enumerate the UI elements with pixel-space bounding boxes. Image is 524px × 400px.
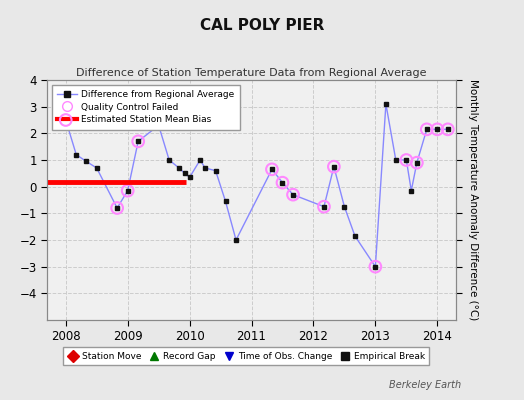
Point xyxy=(422,126,431,132)
Point xyxy=(371,264,379,270)
Text: Berkeley Earth: Berkeley Earth xyxy=(389,380,461,390)
Legend: Station Move, Record Gap, Time of Obs. Change, Empirical Break: Station Move, Record Gap, Time of Obs. C… xyxy=(63,348,429,366)
Point xyxy=(134,138,143,144)
Point xyxy=(413,160,421,166)
Point xyxy=(278,180,287,186)
Title: Difference of Station Temperature Data from Regional Average: Difference of Station Temperature Data f… xyxy=(77,68,427,78)
Point xyxy=(402,157,410,163)
Point xyxy=(61,117,70,123)
Point xyxy=(444,126,452,132)
Point xyxy=(320,204,328,210)
Legend: Difference from Regional Average, Quality Control Failed, Estimated Station Mean: Difference from Regional Average, Qualit… xyxy=(52,84,240,130)
Y-axis label: Monthly Temperature Anomaly Difference (°C): Monthly Temperature Anomaly Difference (… xyxy=(468,79,478,321)
Point xyxy=(289,192,297,198)
Point xyxy=(124,188,132,194)
Point xyxy=(113,205,122,211)
Point xyxy=(433,126,442,132)
Point xyxy=(330,164,338,170)
Text: CAL POLY PIER: CAL POLY PIER xyxy=(200,18,324,33)
Point xyxy=(268,166,276,172)
